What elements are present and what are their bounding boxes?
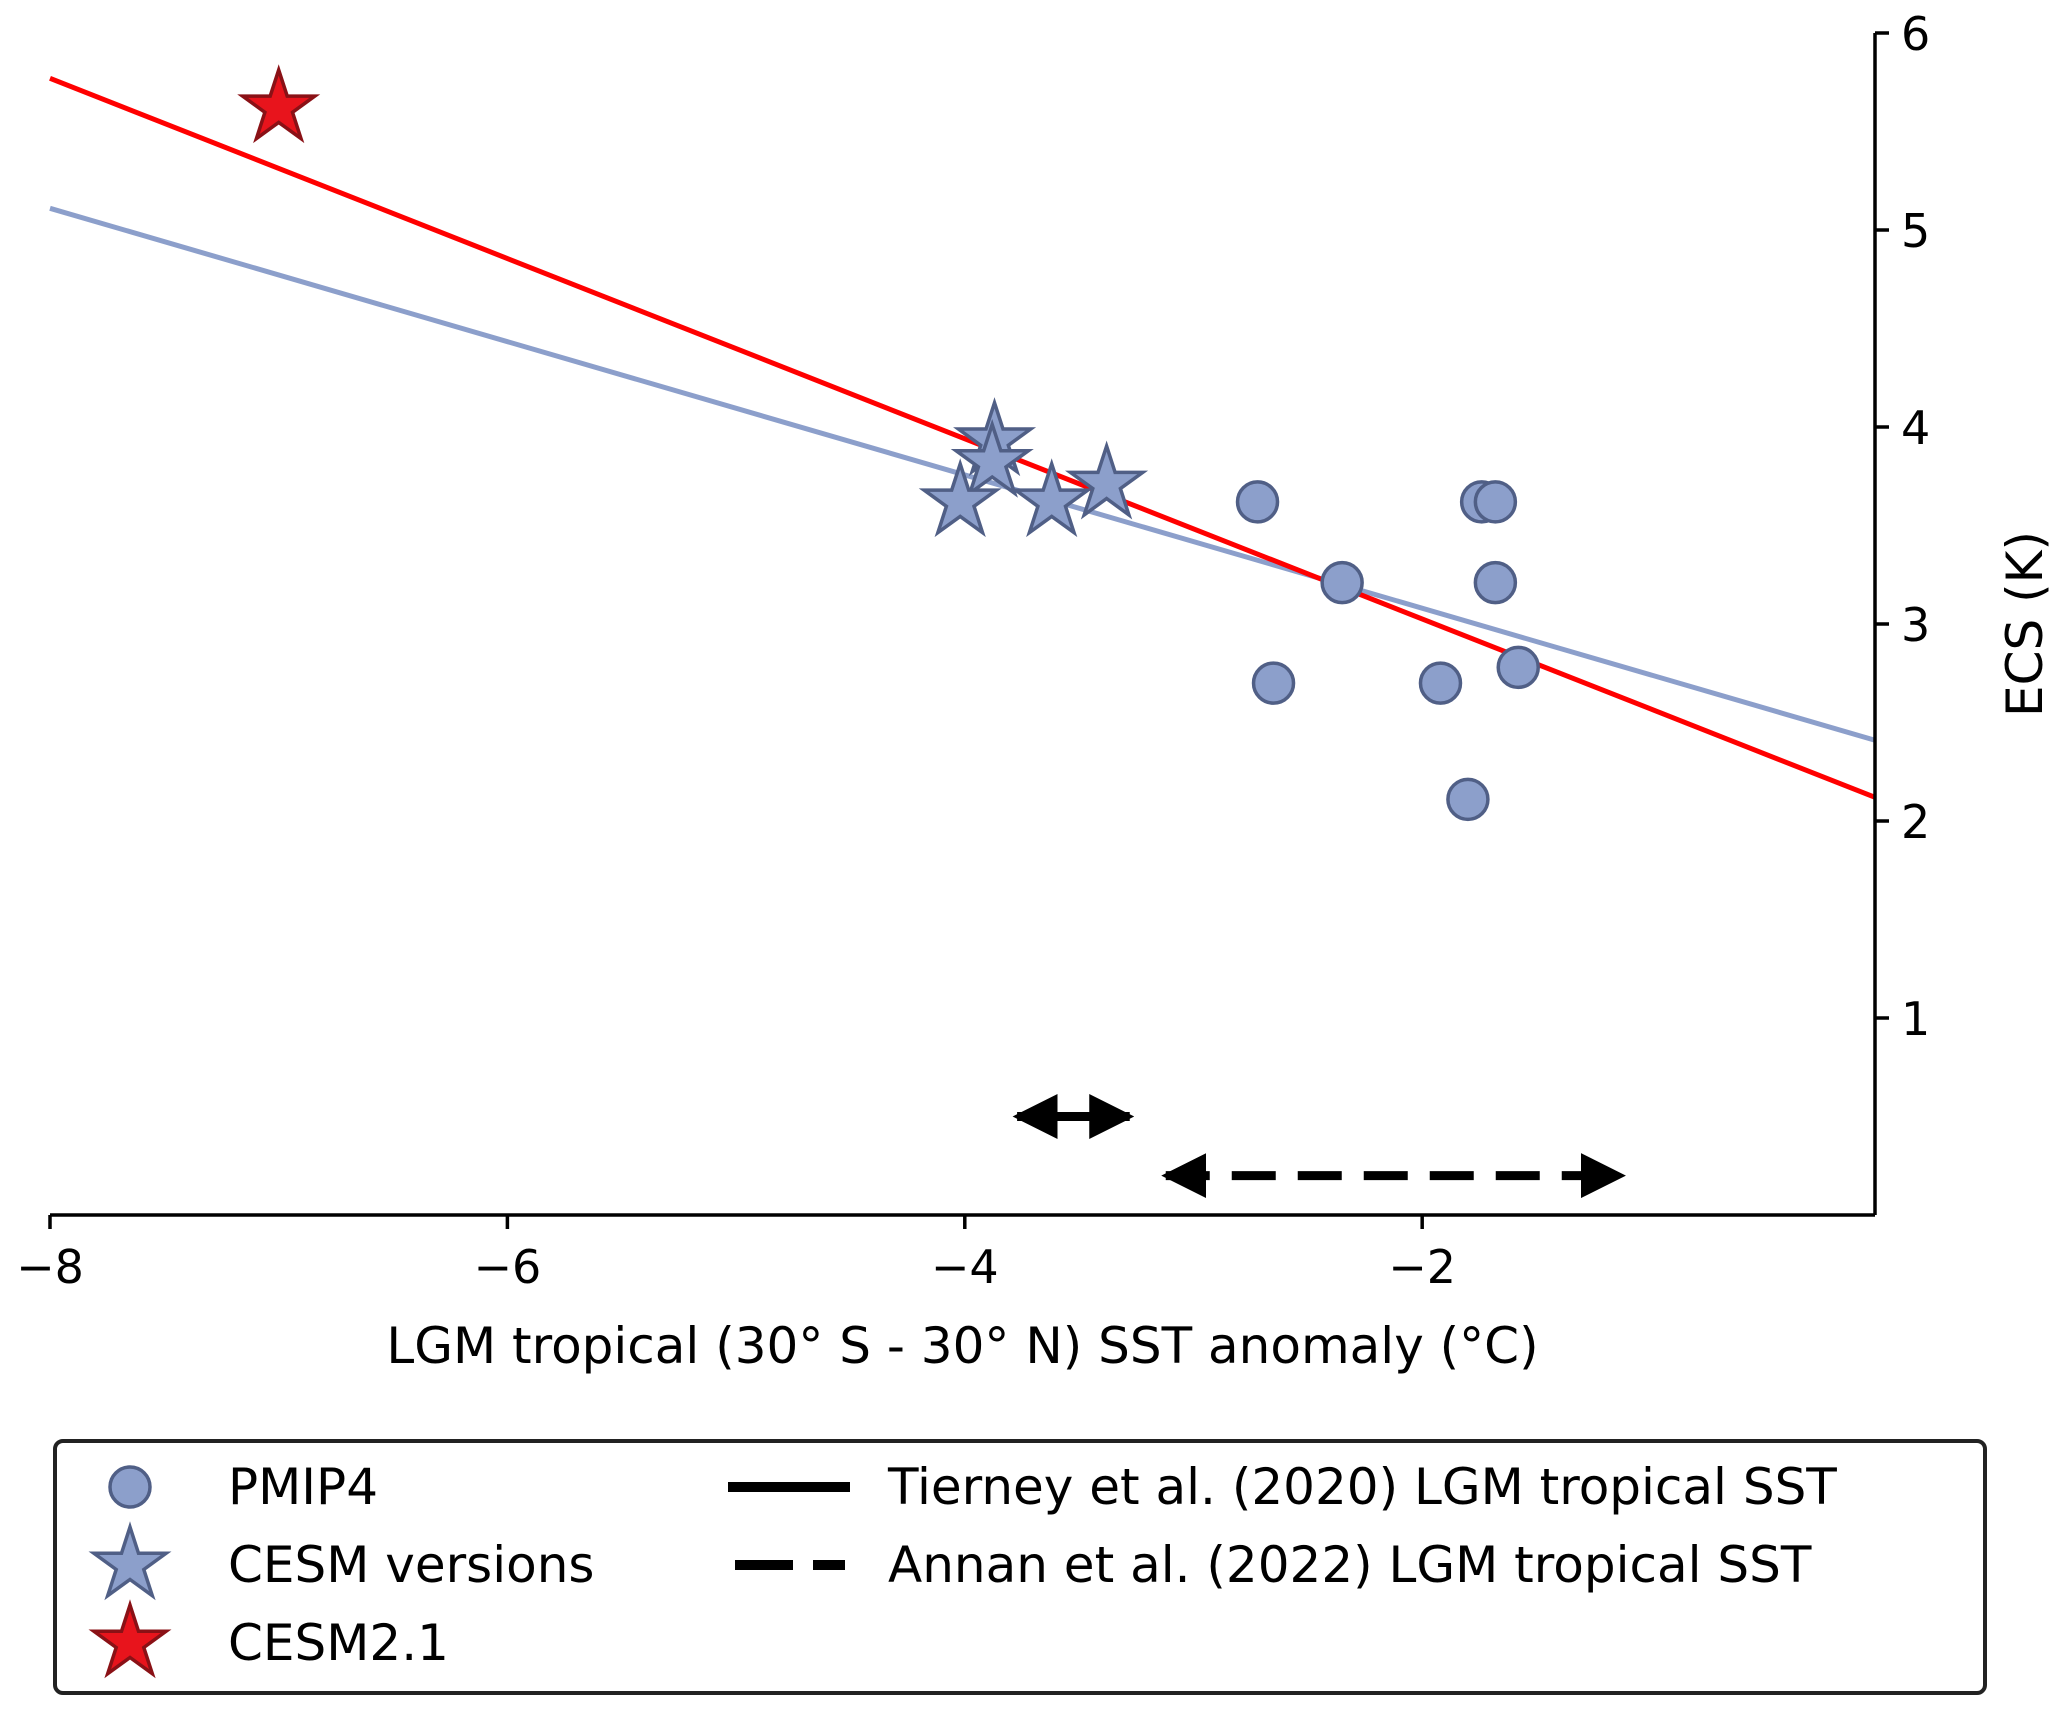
pmip4-point: [1473, 480, 1518, 524]
x-tick-label: −2: [1388, 1240, 1456, 1294]
cesm-version-star: [950, 418, 1034, 498]
pmip4-point: [1320, 560, 1364, 605]
legend-label: PMIP4: [228, 1458, 378, 1516]
x-axis-label: LGM tropical (30° S - 30° N) SST anomaly…: [386, 1317, 1538, 1375]
legend-pmip4-marker: [108, 1465, 152, 1509]
legend-label: CESM versions: [228, 1536, 594, 1594]
x-tick-label: −4: [931, 1240, 999, 1294]
cesm-version-star: [918, 458, 1002, 538]
legend-label: Tierney et al. (2020) LGM tropical SST: [887, 1458, 1837, 1516]
plot-area: [49, 64, 1876, 1199]
x-tick-label: −6: [473, 1240, 541, 1294]
legend-label: Annan et al. (2022) LGM tropical SST: [888, 1536, 1812, 1594]
pmip4-point: [1473, 560, 1518, 605]
cesm21-star: [237, 64, 321, 144]
legend-cesm-versions-marker: [88, 1521, 172, 1601]
fit-line-with-cesm21: [49, 75, 1876, 800]
y-tick-label: 2: [1901, 795, 1930, 849]
pmip4-point: [1446, 777, 1490, 822]
y-tick-label: 6: [1901, 7, 1930, 61]
legend-cesm21-marker: [88, 1599, 172, 1679]
axes: −8 −6 −4 −2 1 2 3 4 5 6 LGM tropical (30° S - 30…: [16, 7, 2054, 1375]
legend: PMIP4 CESM versions CESM2.1 Tierney et al. …: [53, 1439, 1987, 1695]
legend-label: CESM2.1: [228, 1614, 449, 1672]
y-tick-label: 1: [1901, 992, 1930, 1046]
y-axis-label: ECS (K): [1996, 531, 2054, 717]
y-tick-label: 5: [1901, 204, 1930, 258]
pmip4-point: [1496, 645, 1540, 690]
y-tick-label: 3: [1901, 598, 1930, 652]
cesm-version-star: [1010, 458, 1094, 538]
x-axis-ticks: −8 −6 −4 −2: [16, 1215, 1456, 1294]
pmip4-point: [1418, 661, 1463, 705]
legend-box: [53, 1439, 1987, 1695]
y-axis-ticks: 1 2 3 4 5 6: [1875, 7, 1930, 1046]
pmip4-point: [1251, 661, 1296, 705]
y-tick-label: 4: [1901, 401, 1930, 455]
cesm-version-star: [1064, 440, 1149, 520]
pmip4-point: [1235, 480, 1280, 524]
x-tick-label: −8: [16, 1240, 84, 1294]
